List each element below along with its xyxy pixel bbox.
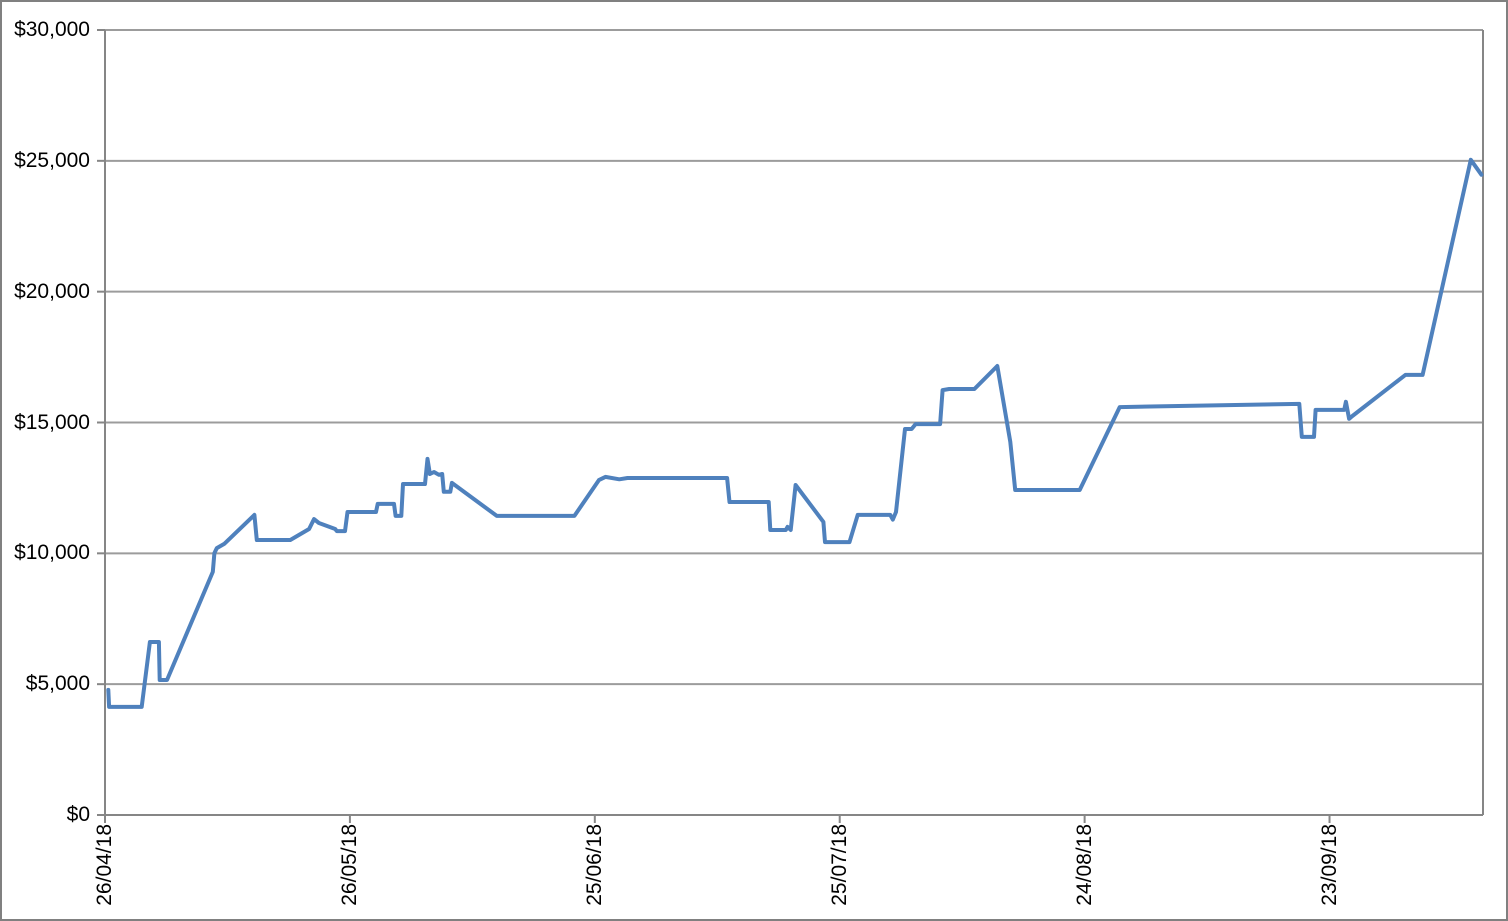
y-tick-label: $25,000 [14,148,90,172]
y-tick-label: $15,000 [14,410,90,434]
y-tick-label: $30,000 [14,18,90,41]
x-tick-label: 24/08/18 [1072,824,1096,906]
x-tick-label: 25/06/18 [582,824,606,906]
x-tick-label: 23/09/18 [1317,824,1341,906]
y-tick-label: $0 [66,803,90,826]
y-tick-label: $5,000 [25,672,90,696]
x-tick-label: 26/04/18 [93,824,116,906]
x-tick-label: 26/05/18 [337,824,361,906]
y-tick-label: $10,000 [14,541,90,565]
series-line [106,157,1484,709]
y-tick-label: $20,000 [14,279,90,303]
x-tick-label: 25/07/18 [827,824,851,906]
